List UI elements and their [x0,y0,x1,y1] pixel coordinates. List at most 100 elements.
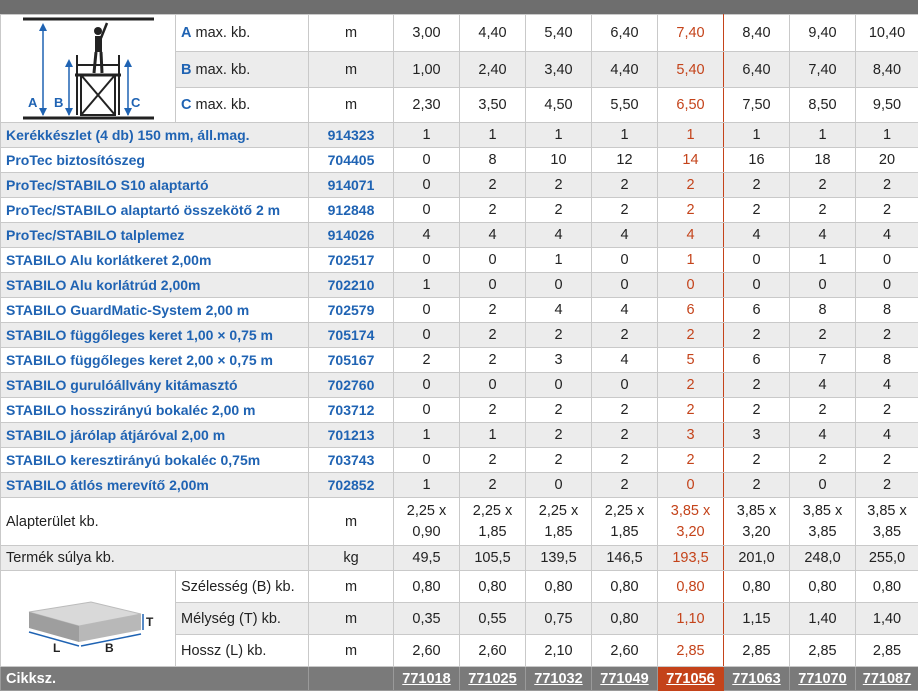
area-top: 2,25 x [526,501,591,522]
quantity-cell: 2 [460,473,526,498]
quantity-cell: 0 [394,398,460,423]
package-cell: 2,10 [526,635,592,667]
package-diagram: T L B [1,571,176,667]
quantity-cell: 2 [790,173,856,198]
package-cell: 0,55 [460,603,526,635]
part-name: ProTec/STABILO talplemez [1,223,309,248]
quantity-cell: 7 [790,348,856,373]
quantity-cell: 0 [460,248,526,273]
quantity-cell: 0 [856,273,918,298]
quantity-cell: 2 [724,398,790,423]
quantity-cell: 2 [856,473,918,498]
part-name: STABILO átlós merevítő 2,00m [1,473,309,498]
package-cell: 2,60 [460,635,526,667]
quantity-cell: 0 [790,473,856,498]
quantity-cell: 8 [460,148,526,173]
quantity-cell: 8 [790,298,856,323]
value-cell: 3,50 [460,87,526,122]
quantity-cell: 0 [526,273,592,298]
package-cell: 2,85 [658,635,724,667]
unit-cell: m [309,15,394,52]
quantity-cell: 2 [460,398,526,423]
weight-cell: 139,5 [526,546,592,571]
part-code: 705174 [309,323,394,348]
article-number-link[interactable]: 771056 [658,667,724,691]
part-code: 914323 [309,123,394,148]
quantity-cell: 3 [724,423,790,448]
article-number-link[interactable]: 771018 [394,667,460,691]
area-bottom: 1,85 [526,522,591,543]
area-top: 2,25 x [394,501,459,522]
quantity-cell: 16 [724,148,790,173]
quantity-cell: 2 [460,348,526,373]
part-name: STABILO gurulóállvány kitámasztó [1,373,309,398]
part-name: STABILO Alu korlátrúd 2,00m [1,273,309,298]
article-number-link[interactable]: 771025 [460,667,526,691]
package-cell: 2,85 [856,635,918,667]
quantity-cell: 2 [856,398,918,423]
package-cell: 0,80 [592,603,658,635]
quantity-cell: 2 [526,423,592,448]
quantity-cell: 2 [460,198,526,223]
quantity-cell: 0 [394,448,460,473]
quantity-cell: 6 [724,298,790,323]
part-code: 914026 [309,223,394,248]
value-cell: 8,40 [724,15,790,52]
value-cell: 6,40 [724,52,790,87]
quantity-cell: 2 [394,348,460,373]
dimension-label: B max. kb. [176,52,309,87]
area-label: Alapterület kb. [1,498,309,546]
unit-cell: m [309,635,394,667]
part-code: 701213 [309,423,394,448]
quantity-cell: 2 [790,198,856,223]
value-cell: 5,50 [592,87,658,122]
unit-cell: kg [309,546,394,571]
quantity-cell: 2 [526,448,592,473]
package-label-b: B [105,641,114,655]
unit-cell: m [309,87,394,122]
quantity-cell: 0 [394,323,460,348]
quantity-cell: 2 [658,198,724,223]
quantity-cell: 0 [856,248,918,273]
quantity-cell: 1 [592,123,658,148]
quantity-cell: 0 [526,373,592,398]
quantity-cell: 4 [460,223,526,248]
part-name: STABILO GuardMatic-System 2,00 m [1,298,309,323]
article-number-link[interactable]: 771049 [592,667,658,691]
article-number-link[interactable]: 771063 [724,667,790,691]
area-bottom: 1,85 [460,522,525,543]
quantity-cell: 2 [790,448,856,473]
quantity-cell: 5 [658,348,724,373]
quantity-cell: 2 [658,173,724,198]
article-number-link[interactable]: 771070 [790,667,856,691]
quantity-cell: 2 [724,448,790,473]
quantity-cell: 4 [724,223,790,248]
article-number-link[interactable]: 771032 [526,667,592,691]
unit-cell: m [309,52,394,87]
article-number-link[interactable]: 771087 [856,667,918,691]
quantity-cell: 1 [394,123,460,148]
quantity-cell: 2 [856,448,918,473]
dimension-letter: C [181,97,191,113]
weight-cell: 146,5 [592,546,658,571]
quantity-cell: 4 [592,223,658,248]
part-code: 704405 [309,148,394,173]
quantity-cell: 12 [592,148,658,173]
package-cell: 2,85 [790,635,856,667]
quantity-cell: 2 [658,323,724,348]
quantity-cell: 2 [724,473,790,498]
quantity-cell: 2 [526,173,592,198]
quantity-cell: 3 [526,348,592,373]
